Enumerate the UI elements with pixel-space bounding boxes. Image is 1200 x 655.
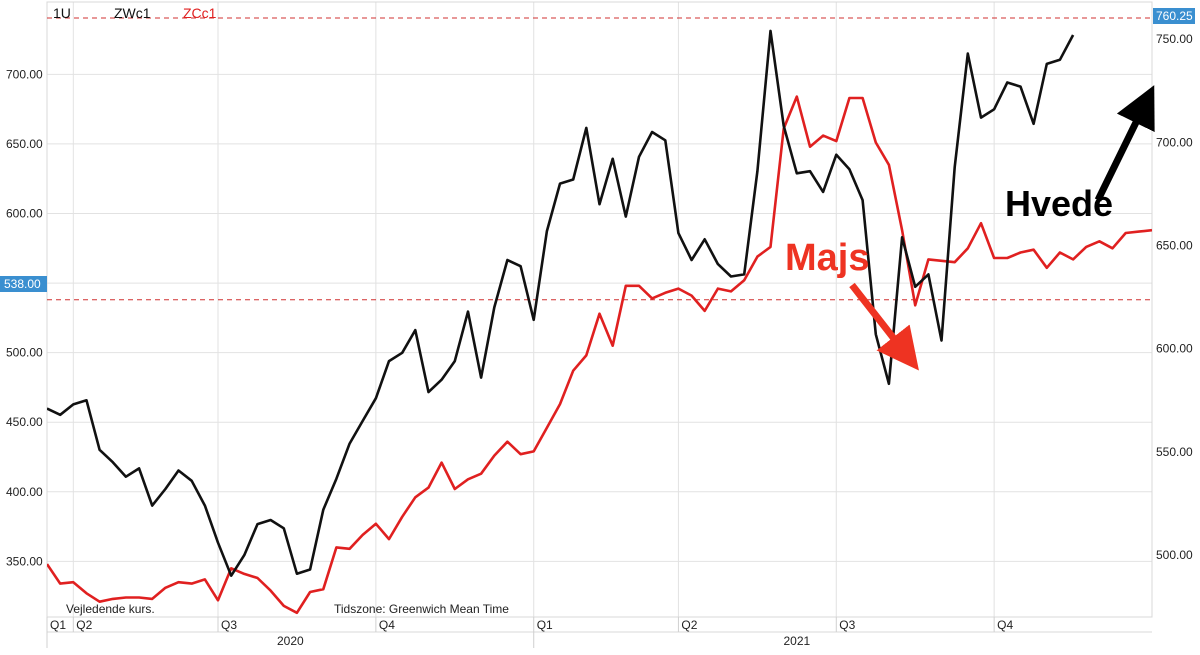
right-tick-label: 700.00 bbox=[1156, 135, 1193, 149]
right-tick-label: 550.00 bbox=[1156, 445, 1193, 459]
legend: 1U ZWc1 ZCc1 bbox=[53, 5, 217, 21]
left-price-badge-text: 538.00 bbox=[4, 277, 41, 291]
time-axis-quarters: Q1 Q2 Q3 Q4 Q1 Q2 Q3 Q4 bbox=[46, 617, 1013, 632]
quarter-label: Q2 bbox=[76, 618, 92, 632]
reference-lines bbox=[47, 17, 1152, 301]
left-tick-label: 700.00 bbox=[6, 67, 43, 81]
hvede-arrow bbox=[1094, 85, 1155, 202]
series-line-zwc1 bbox=[47, 29, 1075, 578]
year-label: 2021 bbox=[783, 634, 810, 648]
left-tick-label: 350.00 bbox=[6, 554, 43, 568]
left-tick-label: 400.00 bbox=[6, 485, 43, 499]
right-tick-label: 500.00 bbox=[1156, 548, 1193, 562]
majs-label: Majs bbox=[785, 237, 869, 279]
left-tick-label: 450.00 bbox=[6, 415, 43, 429]
legend-series-zcc1[interactable]: ZCc1 bbox=[183, 5, 217, 21]
legend-interval: 1U bbox=[53, 5, 71, 21]
quarter-label: Q4 bbox=[379, 618, 395, 632]
left-axis: 350.00400.00450.00500.00550.00600.00650.… bbox=[6, 67, 43, 568]
right-tick-label: 750.00 bbox=[1156, 32, 1193, 46]
quarter-label: Q1 bbox=[537, 618, 553, 632]
hvede-label: Hvede bbox=[1005, 183, 1113, 224]
annotation-majs: Majs bbox=[785, 237, 919, 371]
series-line-zcc1 bbox=[47, 95, 1152, 615]
quarter-label: Q1 bbox=[50, 618, 66, 632]
time-axis-years: 2020 2021 bbox=[46, 632, 810, 648]
left-tick-label: 650.00 bbox=[6, 137, 43, 151]
legend-series-zwc1[interactable]: ZWc1 bbox=[114, 5, 151, 21]
right-axis: 500.00 550.00 600.00 650.00 700.00 750.00 bbox=[1156, 32, 1193, 562]
quarter-label: Q3 bbox=[839, 618, 855, 632]
timezone-note: Tidszone: Greenwich Mean Time bbox=[334, 602, 509, 616]
quarter-label: Q4 bbox=[997, 618, 1013, 632]
right-price-badge: 760.25 bbox=[1153, 8, 1195, 24]
grid bbox=[46, 2, 1152, 617]
year-label: 2020 bbox=[277, 634, 304, 648]
series-layer bbox=[47, 29, 1152, 615]
quarter-label: Q3 bbox=[221, 618, 237, 632]
quarter-label: Q2 bbox=[681, 618, 697, 632]
footer-note: Vejledende kurs. bbox=[66, 602, 155, 616]
left-tick-label: 500.00 bbox=[6, 346, 43, 360]
annotation-hvede: Hvede bbox=[1005, 85, 1155, 224]
right-tick-label: 600.00 bbox=[1156, 342, 1193, 356]
right-tick-label: 650.00 bbox=[1156, 239, 1193, 253]
right-price-badge-text: 760.25 bbox=[1156, 9, 1193, 23]
left-price-badge: 538.00 bbox=[0, 276, 47, 292]
left-tick-label: 600.00 bbox=[6, 206, 43, 220]
majs-arrow bbox=[849, 282, 919, 371]
